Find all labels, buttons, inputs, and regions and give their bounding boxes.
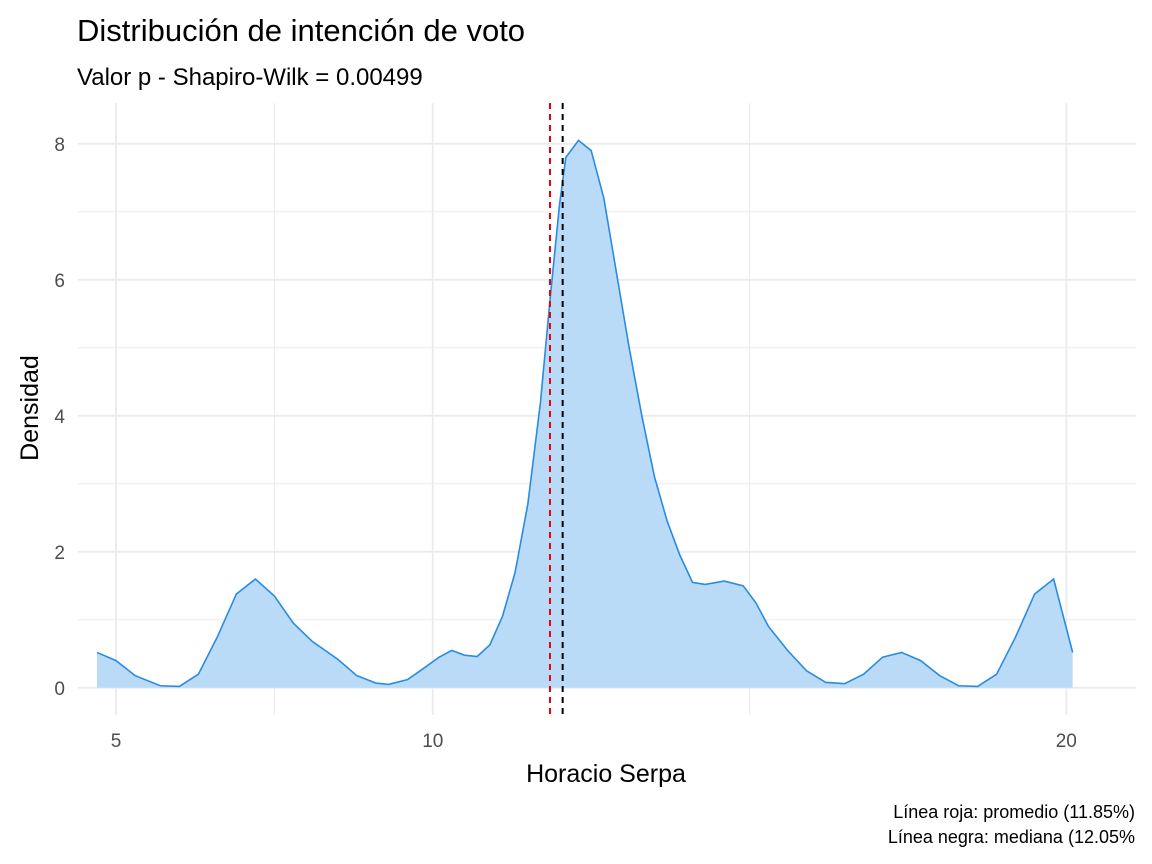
y-axis-title: Densidad bbox=[16, 355, 44, 461]
density-line bbox=[96, 139, 1074, 688]
y-tick-label: 2 bbox=[54, 543, 65, 564]
x-tick-label: 10 bbox=[422, 731, 443, 752]
density-area bbox=[97, 140, 1073, 688]
y-tick-label: 8 bbox=[54, 135, 65, 156]
tick-labels: 0 2 4 6 8 5 10 20 bbox=[54, 135, 1076, 752]
x-tick-label: 20 bbox=[1056, 731, 1077, 752]
x-axis-title: Horacio Serpa bbox=[526, 760, 686, 788]
y-tick-label: 4 bbox=[54, 407, 65, 428]
caption-mean-line: Línea roja: promedio (11.85%) bbox=[893, 802, 1135, 822]
x-tick-label: 5 bbox=[111, 731, 122, 752]
chart-title: Distribución de intención de voto bbox=[77, 13, 525, 48]
caption-median-line: Línea negra: mediana (12.05% bbox=[888, 827, 1135, 847]
y-tick-label: 6 bbox=[54, 271, 65, 292]
plot-marks bbox=[96, 103, 1074, 715]
y-tick-label: 0 bbox=[54, 679, 65, 700]
chart-subtitle: Valor p - Shapiro-Wilk = 0.00499 bbox=[77, 64, 423, 91]
